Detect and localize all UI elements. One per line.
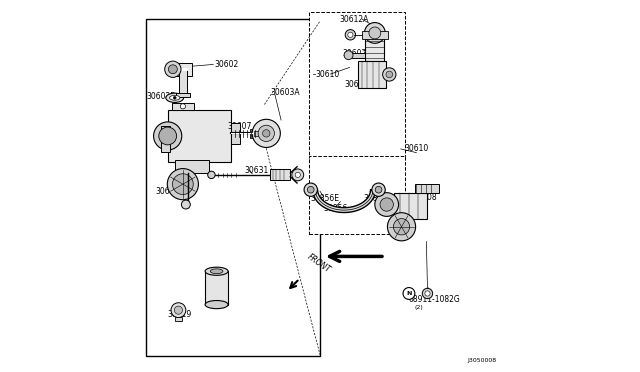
Circle shape [386, 71, 392, 78]
Circle shape [422, 288, 433, 299]
Circle shape [425, 291, 430, 296]
Text: 30631: 30631 [244, 166, 268, 174]
Circle shape [372, 183, 385, 196]
Bar [365, 35, 385, 62]
Circle shape [375, 193, 399, 217]
Bar [146, 19, 320, 356]
Text: 30856E: 30856E [364, 194, 393, 203]
Bar [161, 126, 170, 151]
Text: 30603A: 30603A [270, 88, 300, 97]
Bar [173, 62, 192, 76]
Circle shape [171, 303, 186, 318]
Circle shape [364, 23, 385, 43]
Ellipse shape [211, 269, 223, 274]
Bar [358, 61, 385, 88]
Circle shape [304, 183, 317, 196]
Circle shape [380, 198, 394, 211]
Bar [176, 93, 190, 97]
Circle shape [173, 174, 193, 195]
Bar [309, 12, 405, 160]
Bar [254, 131, 259, 136]
Circle shape [164, 61, 181, 77]
Circle shape [344, 51, 353, 60]
Text: FRONT: FRONT [305, 253, 332, 275]
Bar [172, 103, 194, 110]
Circle shape [180, 104, 186, 109]
Circle shape [348, 32, 353, 37]
Text: (2): (2) [415, 305, 424, 310]
Bar [175, 317, 182, 321]
Circle shape [375, 186, 382, 193]
Ellipse shape [166, 93, 184, 102]
Text: 30610: 30610 [404, 144, 429, 153]
Circle shape [387, 213, 415, 241]
Bar [362, 32, 388, 39]
Circle shape [181, 200, 190, 209]
Text: 30619: 30619 [167, 310, 191, 319]
Circle shape [174, 306, 182, 314]
Circle shape [252, 119, 280, 147]
Bar [270, 169, 291, 180]
Circle shape [208, 171, 215, 179]
Circle shape [295, 172, 300, 177]
Bar [394, 193, 428, 219]
Text: 30609: 30609 [344, 80, 369, 89]
Bar [168, 110, 231, 162]
Circle shape [168, 65, 177, 74]
Text: 30602E: 30602E [147, 92, 175, 101]
Circle shape [154, 122, 182, 150]
Text: J3050008: J3050008 [467, 358, 496, 363]
Bar [350, 52, 365, 58]
Circle shape [307, 186, 314, 193]
Circle shape [167, 169, 198, 200]
Text: 30617: 30617 [205, 296, 229, 305]
Bar [179, 69, 188, 95]
Bar [231, 123, 240, 144]
Text: 30602: 30602 [214, 60, 239, 69]
Ellipse shape [365, 32, 385, 38]
Ellipse shape [205, 301, 228, 309]
Text: 30612A: 30612A [340, 15, 369, 24]
Ellipse shape [205, 267, 228, 275]
Bar [175, 160, 209, 173]
Bar [250, 129, 255, 138]
Bar [205, 271, 228, 305]
Circle shape [258, 125, 275, 141]
Text: 30602+A: 30602+A [342, 49, 378, 58]
Circle shape [369, 27, 381, 39]
Circle shape [262, 130, 270, 137]
Circle shape [345, 30, 356, 40]
Bar [415, 184, 438, 193]
Ellipse shape [170, 95, 180, 100]
Circle shape [403, 288, 415, 299]
Circle shape [173, 96, 176, 99]
Text: 08911-1082G: 08911-1082G [409, 295, 461, 304]
Text: 30856E: 30856E [310, 194, 339, 203]
Circle shape [159, 127, 177, 145]
Circle shape [394, 219, 410, 235]
Bar [309, 156, 405, 234]
Text: N: N [406, 291, 412, 296]
Circle shape [292, 169, 304, 181]
Text: 30856: 30856 [324, 204, 348, 213]
Text: 30646M: 30646M [155, 187, 186, 196]
Text: 30610: 30610 [315, 70, 339, 78]
Text: SEC.308: SEC.308 [405, 193, 437, 202]
Text: 30607: 30607 [227, 122, 252, 131]
Circle shape [383, 68, 396, 81]
